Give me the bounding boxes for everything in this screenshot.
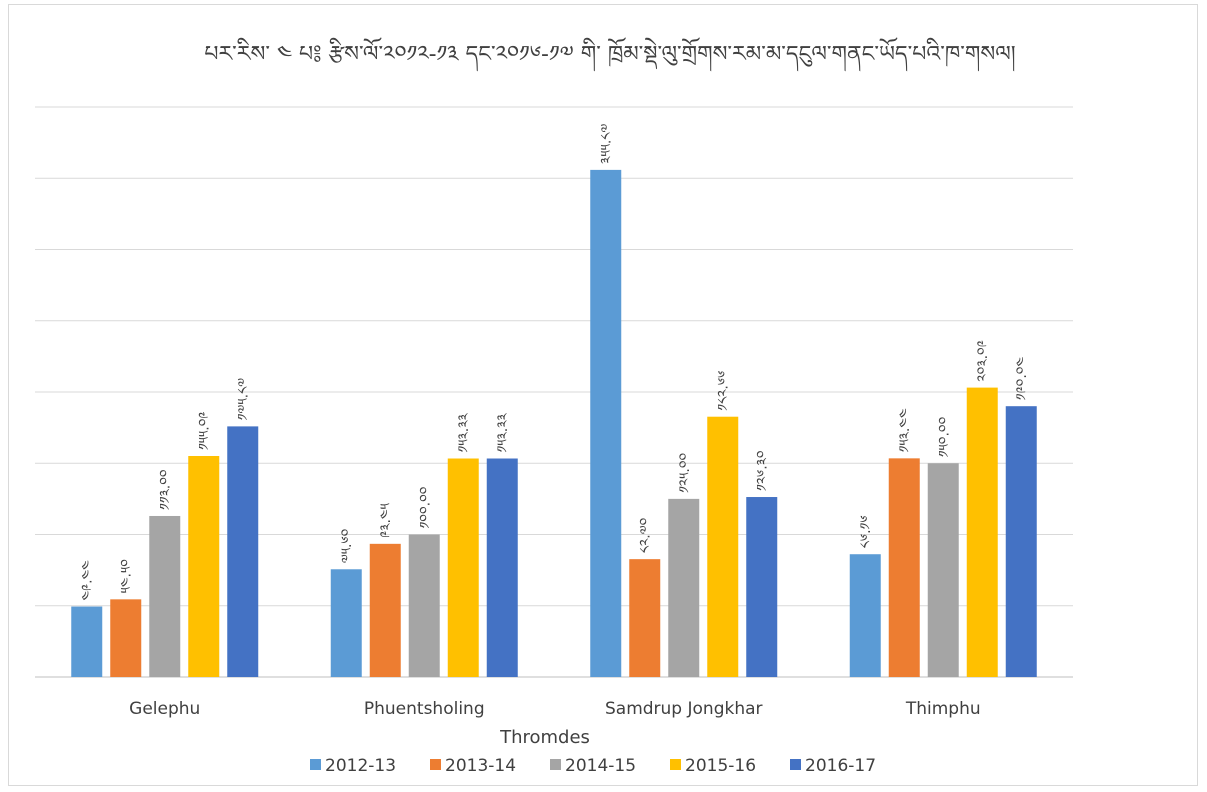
- bar: [110, 599, 142, 677]
- data-label: ༨༢.༧༠: [638, 517, 654, 553]
- legend-label: 2014-15: [565, 756, 636, 776]
- data-label: ༡༢༦.༣༠: [755, 450, 771, 491]
- x-tick-labels: Gelephu Phuentsholing Samdrup Jongkhar Thim…: [129, 699, 980, 719]
- bar: [227, 426, 259, 677]
- legend-label: 2015-16: [685, 756, 756, 776]
- x-axis-title: Thromdes: [499, 727, 590, 748]
- legend-label: 2013-14: [445, 756, 516, 776]
- data-label: ༥༤.༥༠: [119, 559, 135, 594]
- x-tick-label: Thimphu: [905, 699, 981, 719]
- bars: [71, 169, 1037, 677]
- x-tick-label: Phuentsholing: [364, 699, 485, 719]
- data-label: ༢༠༣.༠༩: [975, 340, 991, 381]
- bar: [330, 569, 362, 677]
- bar: [486, 458, 518, 677]
- bar: [149, 515, 181, 677]
- data-label: ༤༩.༤༤: [80, 560, 96, 601]
- x-tick-label: Gelephu: [129, 699, 200, 719]
- data-label: ༡༥༣.༣༣: [495, 413, 511, 453]
- legend-label: 2016-17: [805, 756, 876, 776]
- data-label: ༡༥༠.༠༠: [936, 416, 952, 457]
- data-label: ༡༢༥.༠༠: [677, 452, 693, 492]
- data-label: ༡༥༥.༠༩: [197, 411, 213, 450]
- legend-swatch: [670, 759, 681, 770]
- legend-swatch: [430, 759, 441, 770]
- bar: [707, 416, 739, 677]
- x-tick-label: Samdrup Jongkhar: [605, 699, 763, 719]
- data-label: ༡༥༣.༤༤: [897, 408, 913, 452]
- bar: [668, 498, 700, 677]
- bar: [447, 458, 479, 677]
- legend-swatch: [310, 759, 321, 770]
- bar: [188, 455, 220, 677]
- data-label: ༡༥༣.༣༣: [456, 413, 472, 453]
- data-label: ༡༡༣.༠༠: [158, 469, 174, 510]
- data-label: ༡༧༥.༨༧: [236, 378, 252, 421]
- bar: [408, 534, 440, 677]
- legend-label: 2012-13: [325, 756, 396, 776]
- legend-swatch: [790, 759, 801, 770]
- bar: [849, 554, 881, 677]
- bar: [888, 458, 920, 677]
- bar: [966, 387, 998, 677]
- chart-svg: པར་རིས་ ༤ པ༔ རྩིས་ལོ་༢༠༡༢-༡༣ དང་༢༠༡༦-༡༧ …: [35, 37, 1073, 776]
- data-label: ༡༩༠.༠༤: [1014, 357, 1030, 401]
- bar: [1005, 406, 1037, 677]
- bar: [927, 463, 959, 677]
- bar: [369, 543, 401, 677]
- data-label: ༧༥.༦༠: [339, 528, 355, 563]
- data-label: ༨༦.༡༦: [858, 515, 874, 548]
- data-label: ༣༥༥.༨༧: [599, 124, 615, 164]
- bar: [746, 497, 778, 677]
- chart-title: པར་རིས་ ༤ པ༔ རྩིས་ལོ་༢༠༡༢-༡༣ དང་༢༠༡༦-༡༧ …: [204, 37, 1015, 72]
- data-label: ༡༨༢.༦༦: [716, 371, 732, 411]
- legend: 2012-13 2013-14 2014-15 2015-16 2016-17: [310, 756, 876, 776]
- data-label: ༡༠༠.༠༠: [417, 486, 433, 528]
- data-labels: ༤༩.༤༤ ༥༤.༥༠ ༡༡༣.༠༠ ༡༥༥.༠༩ ༡༧༥.༨༧ ༧༥.༦༠ ༩༣.༤༥ ༡༠…: [80, 124, 1031, 601]
- bar: [71, 606, 103, 677]
- chart-frame: པར་རིས་ ༤ པ༔ རྩིས་ལོ་༢༠༡༢-༡༣ དང་༢༠༡༦-༡༧ …: [8, 4, 1198, 786]
- bar: [629, 559, 661, 677]
- bar: [590, 169, 622, 677]
- data-label: ༩༣.༤༥: [378, 502, 394, 537]
- legend-swatch: [550, 759, 561, 770]
